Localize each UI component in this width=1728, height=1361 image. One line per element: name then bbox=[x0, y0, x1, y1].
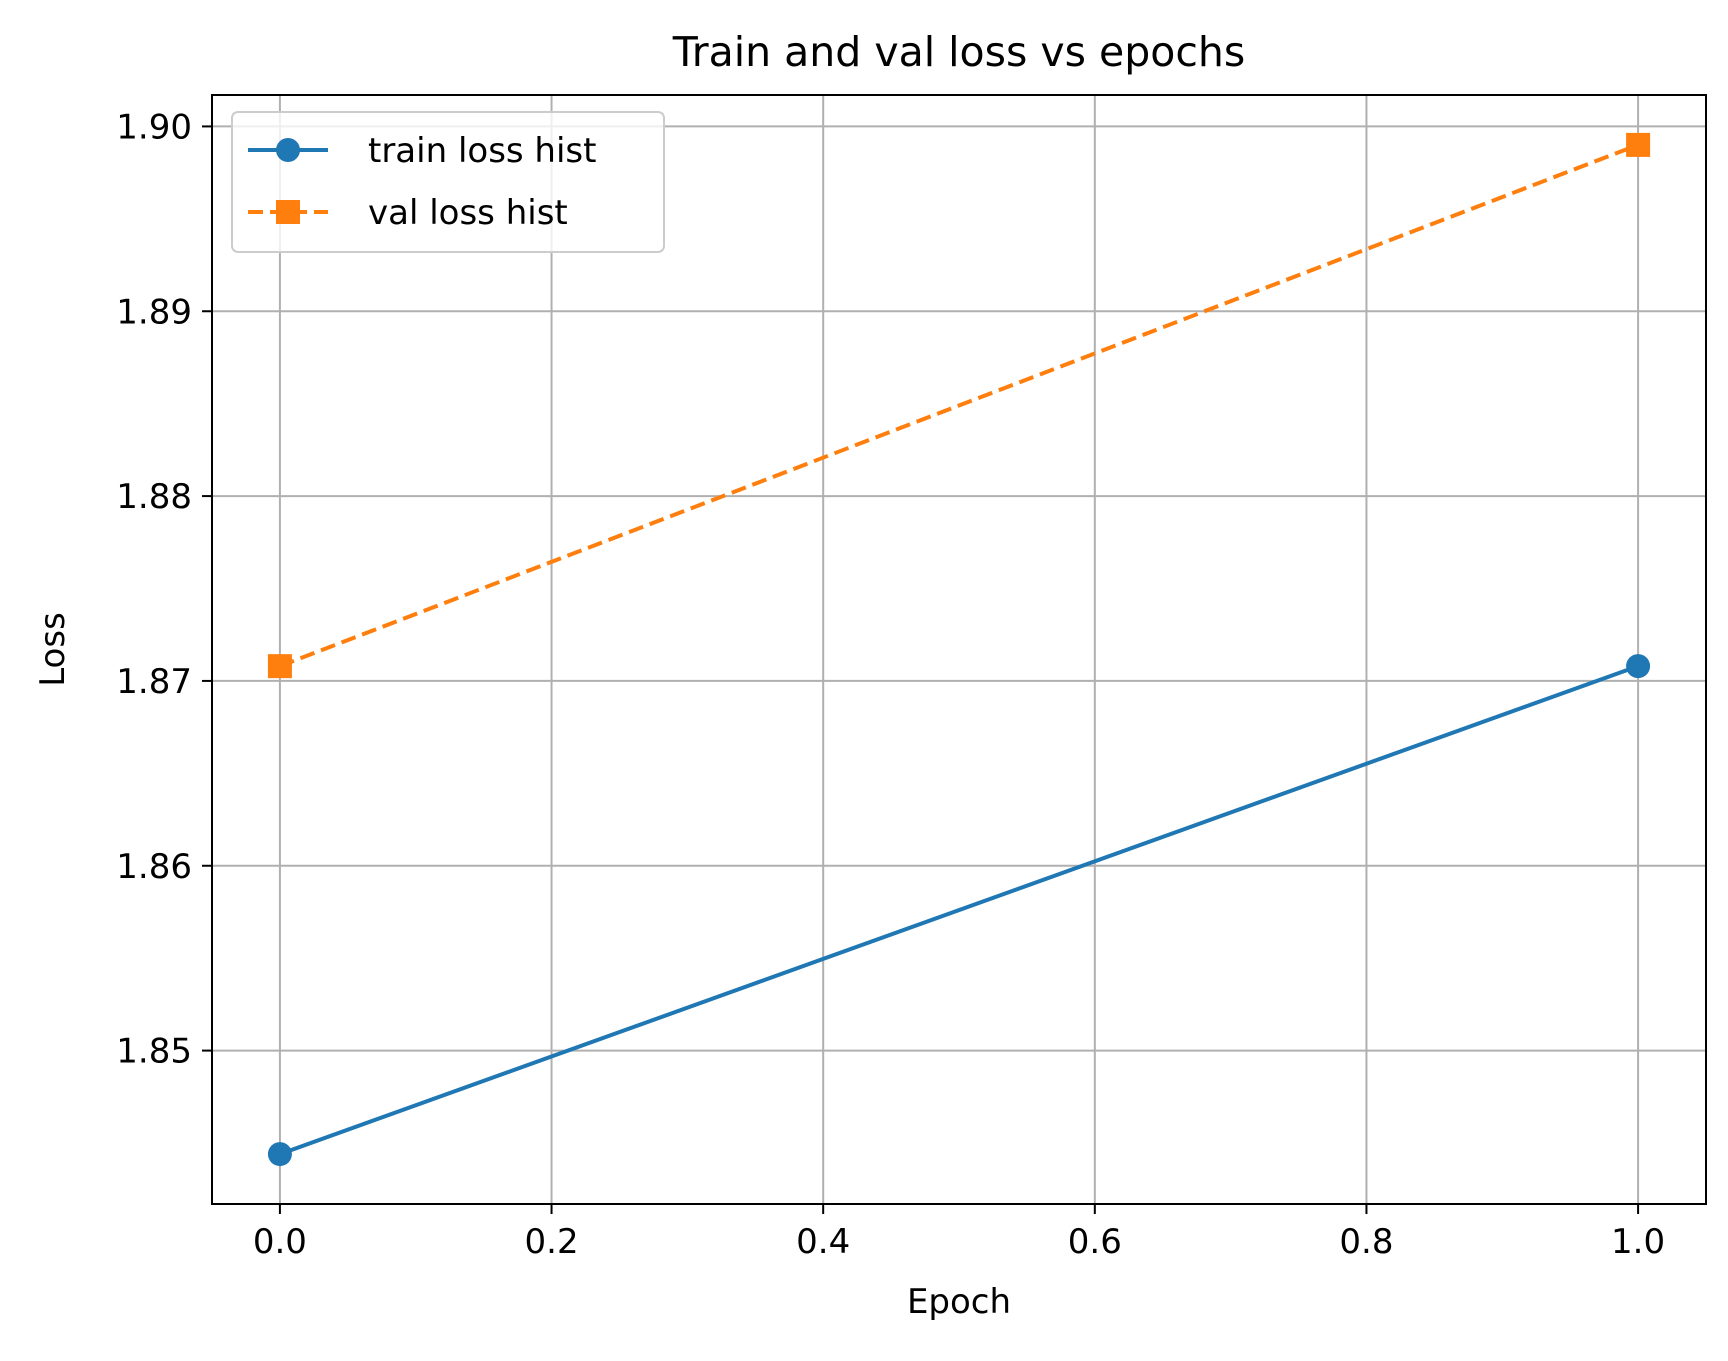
x-axis-label: Epoch bbox=[907, 1282, 1011, 1322]
legend-item: val loss hist bbox=[248, 193, 568, 233]
y-tick-label: 1.86 bbox=[116, 847, 192, 887]
y-tick-label: 1.90 bbox=[116, 107, 192, 147]
series-line bbox=[279, 143, 1639, 669]
y-tick-label: 1.89 bbox=[116, 292, 192, 332]
data-point bbox=[267, 1142, 292, 1167]
legend-label: train loss hist bbox=[368, 131, 596, 171]
legend-box bbox=[231, 111, 665, 253]
x-tick-label: 0.4 bbox=[796, 1222, 850, 1262]
legend-marker bbox=[276, 200, 300, 224]
legend-marker bbox=[276, 138, 300, 162]
x-tick-label: 0.2 bbox=[525, 1222, 579, 1262]
x-tick-label: 0.8 bbox=[1339, 1222, 1393, 1262]
y-tick-label: 1.88 bbox=[116, 477, 192, 517]
x-tick-label: 0.0 bbox=[253, 1222, 307, 1262]
series-layer bbox=[267, 132, 1651, 1167]
chart-title: Train and val loss vs epochs bbox=[672, 28, 1246, 76]
ticks: 0.0 0.2 0.4 0.6 0.8 1.0 1.85 1.86 1.87 1.88 1.89 1.… bbox=[116, 107, 1665, 1262]
y-tick-label: 1.85 bbox=[116, 1032, 192, 1072]
y-axis-label: Loss bbox=[33, 612, 73, 687]
x-tick-label: 1.0 bbox=[1611, 1222, 1665, 1262]
legend: train loss hist val loss hist bbox=[231, 111, 665, 253]
data-point bbox=[1626, 654, 1651, 679]
series-line bbox=[279, 664, 1639, 1156]
data-point bbox=[1626, 132, 1651, 157]
grid bbox=[212, 95, 1706, 1204]
series-train-loss-hist bbox=[267, 654, 1651, 1167]
legend-label: val loss hist bbox=[368, 193, 568, 233]
data-point bbox=[267, 654, 292, 679]
plot-frame bbox=[211, 94, 1707, 1205]
x-tick-label: 0.6 bbox=[1068, 1222, 1122, 1262]
legend-item: train loss hist bbox=[248, 131, 596, 171]
y-tick-label: 1.87 bbox=[116, 662, 192, 702]
series-val-loss-hist bbox=[267, 132, 1651, 679]
